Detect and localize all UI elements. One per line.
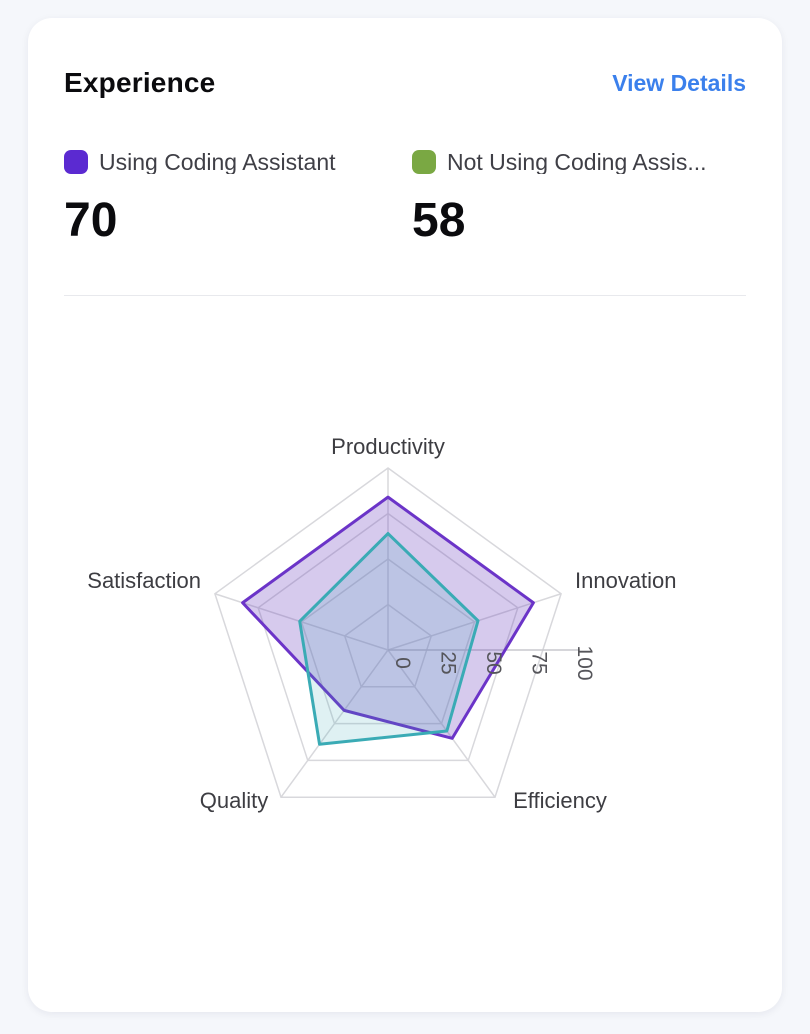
legend-value: 70 bbox=[64, 194, 118, 247]
radial-tick-label: 75 bbox=[528, 651, 551, 674]
radar-grid-ring bbox=[300, 558, 476, 725]
radar-chart: Productivity Innovation Efficiency Quality S… bbox=[87, 434, 677, 813]
divider bbox=[64, 295, 746, 296]
radar-grid-ring bbox=[257, 512, 519, 762]
axis-label: Efficiency bbox=[513, 788, 607, 813]
legend-item: Using Coding Assistant bbox=[64, 150, 404, 174]
series-color-swatch-icon bbox=[412, 150, 436, 174]
radar-grid-ring bbox=[343, 603, 433, 688]
axis-label: Productivity bbox=[331, 434, 445, 459]
page-title: Experience bbox=[64, 67, 216, 98]
radial-tick-label: 50 bbox=[482, 651, 505, 674]
radar-grid-ring bbox=[214, 467, 562, 798]
legend-label: Using Coding Assistant bbox=[99, 150, 336, 174]
legend-label: Not Using Coding Assis... bbox=[447, 150, 707, 174]
experience-card: Experience View Details Using Coding Ass… bbox=[28, 18, 782, 1012]
radar-grid-spoke bbox=[387, 649, 496, 798]
card-header: Experience View Details bbox=[64, 64, 746, 102]
chart-area: Productivity Innovation Efficiency Quality S… bbox=[28, 330, 782, 1010]
axis-label: Quality bbox=[200, 788, 268, 813]
legend-item: Not Using Coding Assis... bbox=[412, 150, 738, 174]
series-color-swatch-icon bbox=[64, 150, 88, 174]
series-polygon-1 bbox=[298, 532, 480, 746]
axis-label: Satisfaction bbox=[87, 568, 201, 593]
radial-tick-label: 100 bbox=[573, 645, 596, 680]
legend-value: 58 bbox=[412, 194, 466, 247]
radial-tick-label: 25 bbox=[437, 651, 460, 674]
radial-tick-label: 0 bbox=[391, 657, 414, 669]
axis-label: Innovation bbox=[575, 568, 677, 593]
radar-grid-spoke bbox=[280, 649, 389, 798]
view-details-link[interactable]: View Details bbox=[612, 69, 746, 96]
